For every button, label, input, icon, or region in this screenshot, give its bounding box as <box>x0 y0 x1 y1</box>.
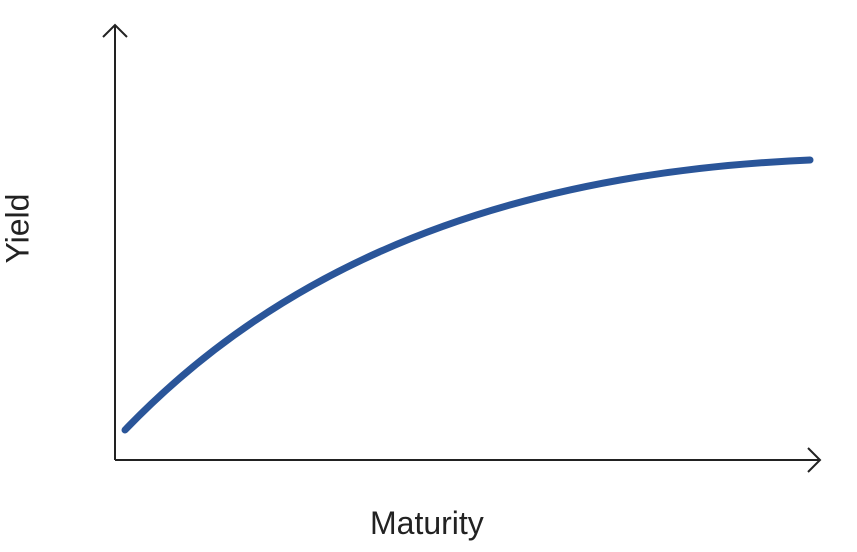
x-axis-label: Maturity <box>370 505 484 542</box>
yield-curve-line <box>125 160 810 430</box>
chart-svg <box>0 0 857 552</box>
y-axis <box>103 25 127 460</box>
y-axis-label: Yield <box>0 194 37 264</box>
yield-curve-chart: Yield Maturity <box>0 0 857 552</box>
x-axis <box>115 448 820 472</box>
